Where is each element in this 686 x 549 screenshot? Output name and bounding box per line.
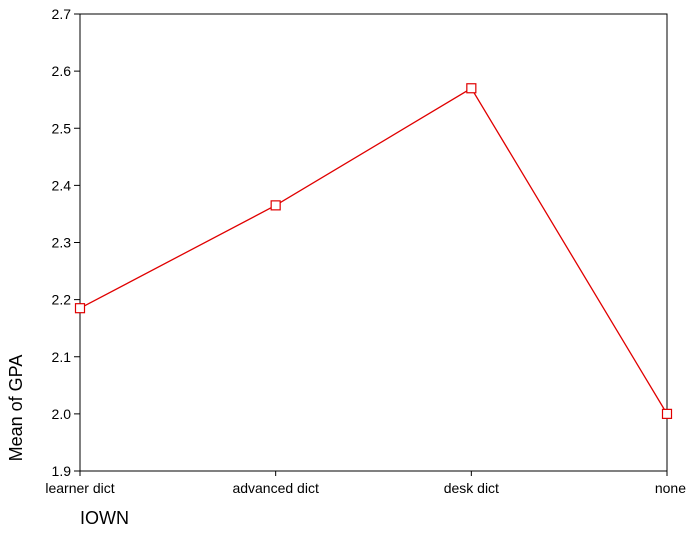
y-axis-label: Mean of GPA (6, 355, 26, 462)
y-tick-label: 2.1 (52, 349, 72, 365)
y-tick-label: 2.5 (52, 120, 72, 136)
y-tick-label: 2.0 (52, 406, 72, 422)
x-tick-label: advanced dict (232, 480, 319, 496)
data-point-marker (661, 408, 673, 419)
y-tick-label: 2.3 (52, 235, 72, 251)
series-line (79, 87, 668, 415)
y-tick-label: 2.4 (52, 177, 72, 193)
y-tick-label: 1.9 (52, 463, 72, 479)
data-point-marker (74, 303, 86, 314)
series-layer (74, 83, 673, 419)
x-tick-label: none (655, 480, 686, 496)
y-tick-label: 2.2 (52, 292, 72, 308)
y-tick-label: 2.7 (52, 6, 72, 22)
plot-frame (79, 13, 668, 472)
data-point-marker (466, 83, 477, 94)
x-tick-label: desk dict (444, 480, 499, 496)
x-tick-label: learner dict (45, 480, 114, 496)
y-axis: 1.9 2.0 2.1 2.2 2.3 2.4 2.5 2.6 2.7 (52, 6, 80, 479)
x-axis-label: IOWN (80, 508, 129, 528)
y-tick-label: 2.6 (52, 63, 72, 79)
x-axis: learner dict advanced dict desk dict none (45, 471, 686, 496)
data-point-marker (270, 200, 281, 211)
